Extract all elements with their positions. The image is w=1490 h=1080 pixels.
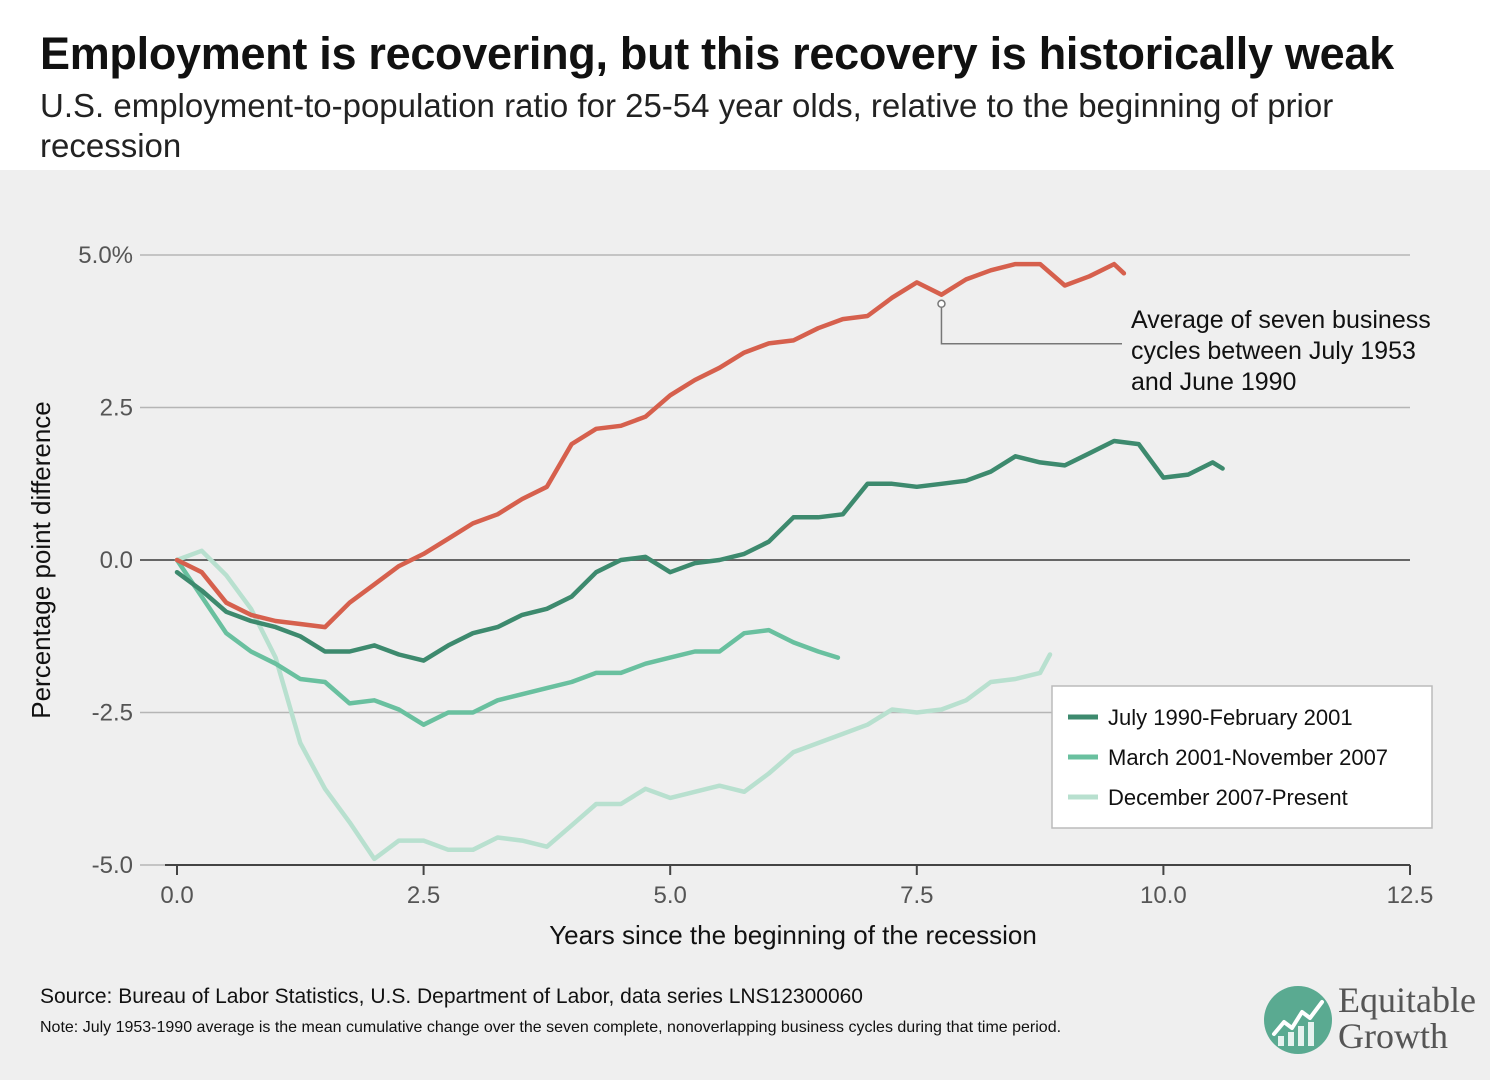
- x-axis-ticks: 0.0 2.5 5.0 7.5 10.0 12.5: [160, 865, 1433, 909]
- header: Employment is recovering, but this recov…: [0, 0, 1490, 170]
- annotation-text-line: cycles between July 1953: [1131, 337, 1416, 365]
- series-line-average-1953-1990: [174, 261, 1127, 630]
- chart-subtitle: U.S. employment-to-population ratio for …: [40, 87, 1334, 164]
- x-tick-label: 0.0: [160, 882, 193, 909]
- y-axis-title: Percentage point difference: [26, 401, 56, 719]
- average-annotation: Average of seven business cycles between …: [937, 299, 1431, 396]
- legend-label: December 2007-Present: [1108, 785, 1348, 810]
- annotation-text-line: and June 1990: [1131, 368, 1296, 396]
- annotation-leader-line: [940, 307, 1122, 345]
- legend-label: March 2001-November 2007: [1108, 745, 1388, 770]
- chart-title: Employment is recovering, but this recov…: [40, 28, 1394, 79]
- series-line-3: [174, 548, 1053, 862]
- series-line-1: [174, 438, 1225, 663]
- y-axis-ticks: 5.0% 2.5 0.0 -2.5 -5.0: [78, 242, 133, 879]
- legend-label: July 1990-February 2001: [1108, 705, 1353, 730]
- y-tick-label: 0.0: [100, 547, 133, 574]
- annotation-marker: [937, 299, 946, 309]
- source-note: Source: Bureau of Labor Statistics, U.S.…: [40, 985, 863, 1008]
- logo-mark-icon: [1264, 986, 1332, 1054]
- logo-wordmark: Equitable Growth: [1338, 982, 1476, 1054]
- x-tick-label: 10.0: [1140, 882, 1187, 909]
- equitable-growth-logo: Equitable Growth: [1262, 980, 1482, 1060]
- annotation-text-line: Average of seven business: [1131, 306, 1431, 334]
- legend-box: [1051, 685, 1433, 829]
- x-axis-title: Years since the beginning of the recessi…: [549, 920, 1037, 950]
- y-tick-label: -5.0: [92, 852, 133, 879]
- y-tick-label: 2.5: [100, 395, 133, 422]
- legend: July 1990-February 2001 March 2001-Novemb…: [1051, 685, 1433, 829]
- x-tick-label: 5.0: [654, 882, 687, 909]
- x-tick-label: 12.5: [1387, 882, 1434, 909]
- x-tick-label: 2.5: [407, 882, 440, 909]
- x-tick-label: 7.5: [900, 882, 933, 909]
- logo-line-2: Growth: [1338, 1016, 1448, 1056]
- grid-lines: [140, 254, 1410, 866]
- y-tick-label: -2.5: [92, 700, 133, 727]
- series-line-2: [174, 557, 841, 727]
- series-lines: [174, 261, 1225, 862]
- footnote: Note: July 1953-1990 average is the mean…: [40, 1019, 1062, 1036]
- y-tick-label: 5.0%: [78, 242, 133, 269]
- logo-line-1: Equitable: [1338, 980, 1476, 1020]
- line-chart: 5.0%2.50.0-2.5-5.0 0.0 2.5 5.0 7.5 10.0 12.5 …: [26, 242, 1433, 950]
